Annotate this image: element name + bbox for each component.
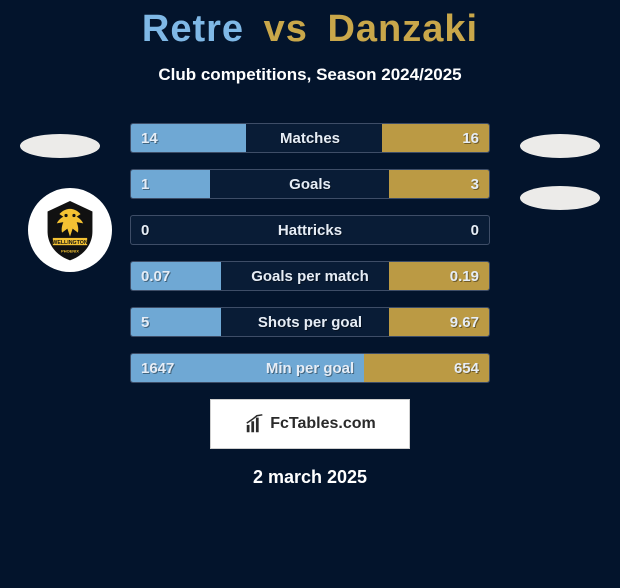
right-value: 0.19	[450, 262, 479, 291]
player1-badge-placeholder	[20, 134, 100, 158]
right-value: 16	[462, 124, 479, 153]
right-value: 0	[471, 216, 479, 245]
stat-row-shots-per-goal: 5Shots per goal9.67	[130, 307, 490, 337]
stat-label: Hattricks	[131, 216, 489, 245]
right-value: 9.67	[450, 308, 479, 337]
player2-name: Danzaki	[327, 8, 478, 50]
stat-label: Shots per goal	[131, 308, 489, 337]
subtitle: Club competitions, Season 2024/2025	[0, 65, 620, 85]
comparison-title: Retre vs Danzaki	[0, 8, 620, 51]
right-value: 654	[454, 354, 479, 383]
footer-logo-text: FcTables.com	[270, 415, 376, 433]
right-value: 3	[471, 170, 479, 199]
stat-label: Matches	[131, 124, 489, 153]
stat-label: Goals	[131, 170, 489, 199]
player1-name: Retre	[142, 8, 244, 50]
stat-label: Goals per match	[131, 262, 489, 291]
vs-text: vs	[264, 8, 308, 50]
stat-row-goals-per-match: 0.07Goals per match0.19	[130, 261, 490, 291]
stat-row-hattricks: 0Hattricks0	[130, 215, 490, 245]
player1-club-crest: WELLINGTON PHOENIX	[28, 188, 112, 272]
source-attribution: FcTables.com	[210, 399, 410, 449]
svg-text:PHOENIX: PHOENIX	[61, 248, 79, 253]
stat-rows: 14Matches16 1Goals3 0Hattricks0 0.07Goals p…	[130, 123, 490, 383]
stat-row-matches: 14Matches16	[130, 123, 490, 153]
stat-row-goals: 1Goals3	[130, 169, 490, 199]
player2-club-placeholder	[520, 186, 600, 210]
date-text: 2 march 2025	[0, 467, 620, 488]
fctables-icon	[244, 413, 266, 435]
svg-text:WELLINGTON: WELLINGTON	[52, 240, 87, 246]
stat-label: Min per goal	[131, 354, 489, 383]
player2-badge-placeholder	[520, 134, 600, 158]
stat-row-min-per-goal: 1647Min per goal654	[130, 353, 490, 383]
wellington-phoenix-icon: WELLINGTON PHOENIX	[37, 197, 103, 263]
